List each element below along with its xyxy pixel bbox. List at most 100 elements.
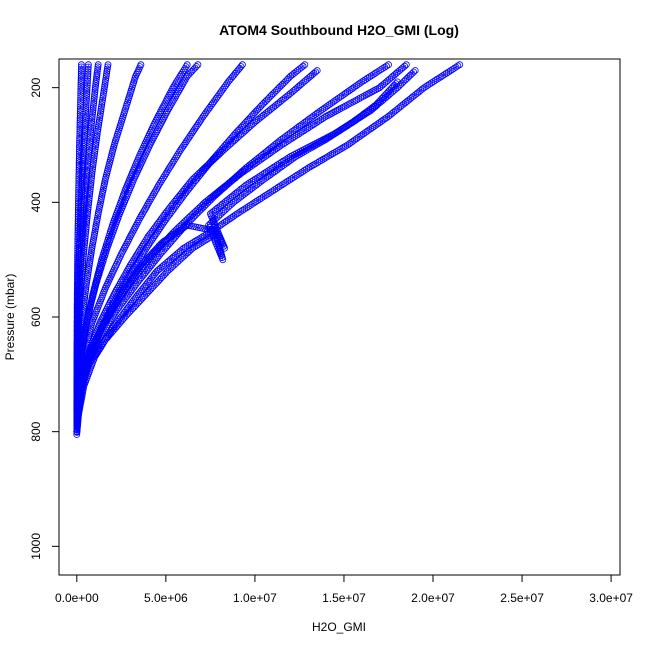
data-point: [120, 281, 128, 288]
data-point: [73, 428, 81, 436]
data-point: [75, 181, 83, 189]
data-point: [76, 125, 84, 133]
data-point: [94, 210, 102, 218]
data-point: [83, 168, 91, 176]
data-point: [99, 96, 106, 104]
data-point: [85, 61, 92, 69]
data-point: [89, 163, 97, 171]
data-point: [156, 179, 164, 187]
data-point: [243, 204, 250, 212]
data-point: [176, 86, 184, 93]
data-point: [122, 277, 130, 285]
data-point: [265, 189, 273, 197]
data-point: [426, 80, 434, 88]
data-point: [345, 87, 353, 95]
data-point: [76, 119, 84, 126]
data-point: [299, 168, 307, 176]
data-point: [75, 195, 82, 203]
data-point: [321, 154, 329, 162]
data-point: [89, 238, 97, 246]
data-point: [100, 87, 108, 95]
data-point: [85, 194, 93, 202]
data-point: [347, 139, 355, 146]
data-point: [379, 65, 387, 72]
data-point: [77, 101, 84, 108]
data-point: [74, 217, 82, 225]
series-profile: [73, 61, 85, 407]
data-point: [392, 80, 400, 87]
data-point: [82, 182, 90, 190]
data-point: [306, 163, 314, 171]
data-point: [115, 290, 123, 298]
data-point: [74, 258, 81, 266]
data-point: [73, 316, 81, 324]
data-point: [74, 213, 82, 221]
data-point: [73, 383, 81, 391]
data-point: [135, 256, 143, 264]
data-point: [170, 156, 178, 164]
data-point: [76, 105, 84, 113]
data-point: [198, 238, 206, 246]
data-point: [294, 130, 302, 138]
data-point: [286, 176, 294, 184]
data-point: [336, 105, 343, 113]
data-point: [345, 121, 353, 128]
data-point: [246, 179, 254, 187]
data-point: [165, 105, 173, 113]
data-point: [73, 356, 81, 364]
data-point: [77, 67, 85, 75]
data-point: [77, 85, 85, 93]
data-point: [74, 231, 82, 239]
data-point: [329, 98, 337, 106]
data-point: [76, 107, 84, 115]
data-point: [175, 88, 182, 95]
data-point: [81, 326, 89, 334]
data-point: [183, 136, 191, 144]
data-point: [87, 179, 95, 187]
data-point: [352, 82, 360, 90]
data-point: [84, 205, 92, 213]
y-tick-label: 800: [29, 421, 43, 441]
data-point: [284, 177, 292, 185]
data-point: [340, 91, 348, 98]
data-point: [77, 87, 85, 95]
data-point: [311, 142, 319, 150]
data-point: [290, 154, 298, 162]
data-point: [83, 164, 91, 172]
data-point: [168, 160, 176, 168]
data-point: [138, 210, 146, 218]
data-point: [235, 209, 243, 217]
data-point: [78, 240, 86, 248]
data-point: [345, 140, 353, 148]
data-point: [297, 169, 305, 177]
data-point: [76, 128, 84, 135]
data-point: [125, 273, 132, 281]
data-point: [228, 214, 236, 221]
data-point: [144, 200, 152, 208]
data-point: [160, 237, 168, 245]
data-point: [73, 298, 81, 306]
data-point: [385, 61, 392, 69]
data-point: [377, 66, 385, 73]
data-point: [99, 186, 107, 194]
data-point: [75, 199, 82, 207]
data-point: [100, 90, 107, 97]
data-point: [74, 244, 82, 252]
data-point: [307, 144, 315, 152]
data-point: [202, 236, 210, 244]
data-point: [148, 193, 156, 201]
data-point: [239, 206, 247, 214]
data-point: [74, 233, 82, 241]
data-point: [87, 251, 95, 259]
data-point: [73, 291, 81, 299]
data-point: [86, 257, 94, 265]
data-point: [79, 158, 87, 166]
data-point: [91, 88, 99, 96]
data-point: [88, 174, 95, 182]
data-point: [317, 156, 325, 164]
data-point: [86, 185, 94, 193]
data-point: [309, 121, 317, 129]
data-point: [88, 170, 96, 178]
data-point: [77, 65, 85, 73]
data-point: [76, 116, 84, 124]
